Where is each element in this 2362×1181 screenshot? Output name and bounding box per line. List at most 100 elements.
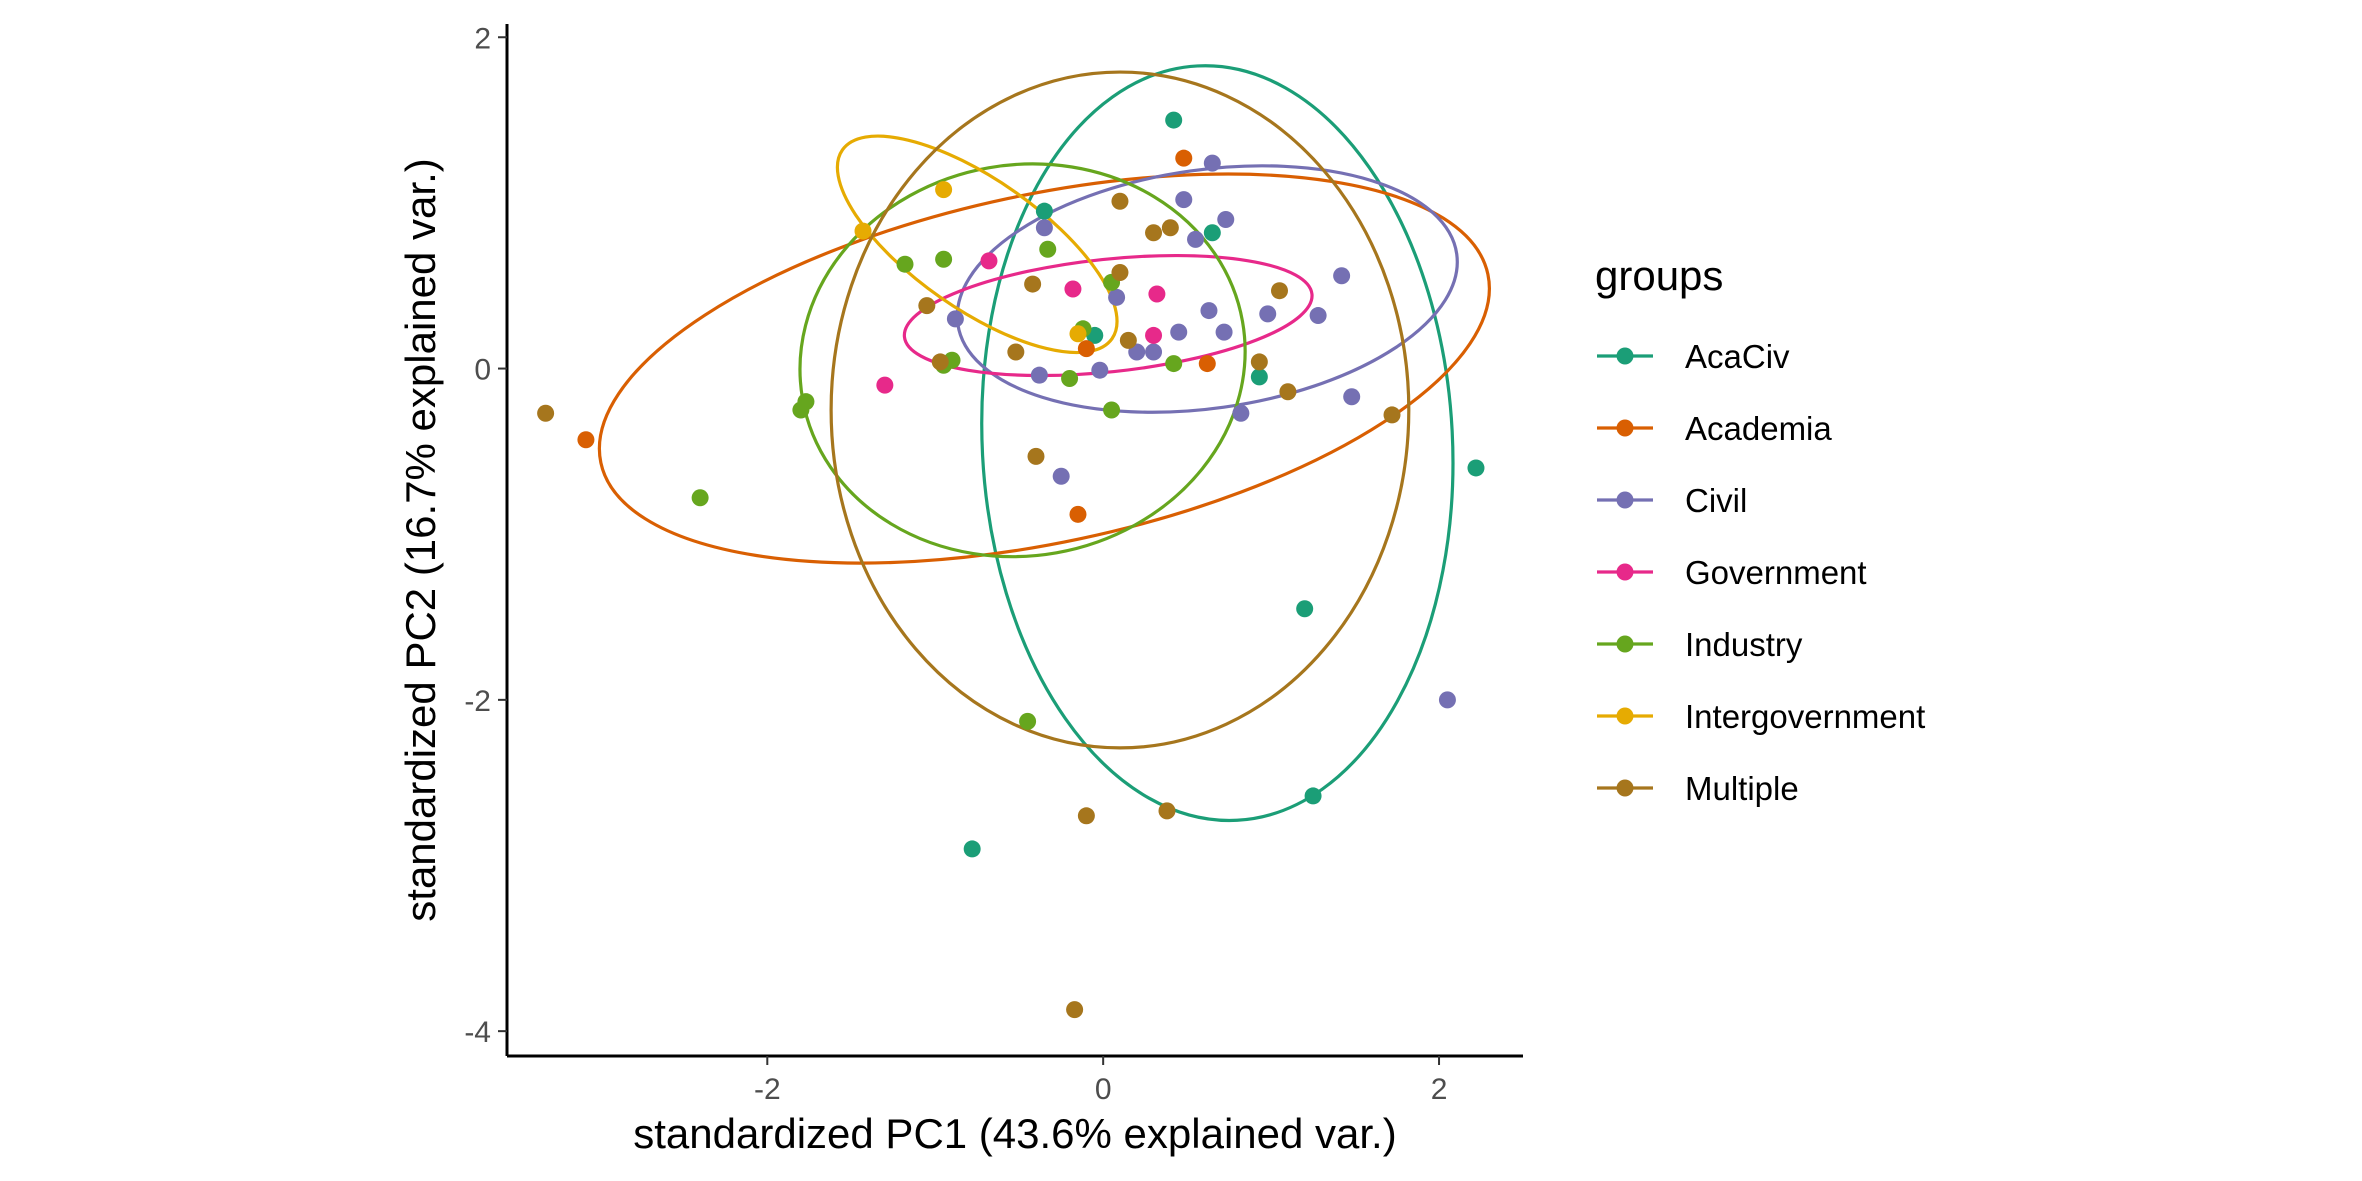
point-academia	[1198, 355, 1216, 373]
point-academia	[1069, 505, 1087, 523]
point-civil	[1232, 404, 1250, 422]
legend-item-academia: Academia	[1685, 410, 1832, 447]
point-multiple	[1279, 383, 1297, 401]
legend-key-point	[1616, 635, 1634, 653]
point-industry	[896, 255, 914, 273]
point-civil	[1309, 307, 1327, 325]
point-acaciv	[1304, 787, 1322, 805]
point-multiple	[1007, 343, 1025, 361]
point-civil	[1170, 323, 1188, 341]
data-points	[537, 111, 1485, 1019]
legend-item-intergovernment: Intergovernment	[1685, 698, 1925, 735]
point-government	[1064, 280, 1082, 298]
point-acaciv	[1250, 368, 1268, 386]
point-civil	[1145, 343, 1163, 361]
legend-key-point	[1616, 491, 1634, 509]
point-civil	[1215, 323, 1233, 341]
point-multiple	[918, 297, 936, 315]
point-industry	[935, 250, 953, 268]
point-civil	[946, 310, 964, 328]
legend-item-civil: Civil	[1685, 482, 1747, 519]
point-civil	[1091, 361, 1109, 379]
y-tick-label: 0	[474, 354, 491, 387]
ellipse-multiple	[829, 70, 1411, 750]
point-multiple	[537, 404, 555, 422]
point-civil	[1035, 219, 1053, 237]
point-multiple	[1250, 353, 1268, 371]
legend-item-industry: Industry	[1685, 626, 1803, 663]
point-acaciv	[1035, 202, 1053, 220]
point-acaciv	[1203, 224, 1221, 242]
x-tick-label: 0	[1095, 1073, 1112, 1106]
point-multiple	[1024, 275, 1042, 293]
confidence-ellipses	[597, 64, 1491, 823]
ellipse-civil	[955, 164, 1459, 414]
point-multiple	[1145, 224, 1163, 242]
y-tick-label: -2	[464, 685, 491, 718]
point-academia	[577, 431, 595, 449]
ellipse-government	[902, 253, 1314, 378]
point-acaciv	[963, 840, 981, 858]
legend-key-point	[1616, 779, 1634, 797]
point-civil	[1343, 388, 1361, 406]
legend: groups AcaCiv Academia Civil Government Indu…	[1595, 252, 1925, 807]
x-axis-title: standardized PC1 (43.6% explained var.)	[633, 1110, 1396, 1157]
point-civil	[1203, 154, 1221, 172]
point-multiple	[1383, 406, 1401, 424]
legend-item-multiple: Multiple	[1685, 770, 1799, 807]
point-industry	[1019, 712, 1037, 730]
y-axis-title: standardized PC2 (16.7% explained var.)	[397, 158, 444, 921]
point-industry	[691, 489, 709, 507]
point-government	[876, 376, 894, 394]
legend-title: groups	[1595, 252, 1723, 299]
point-civil	[1333, 267, 1351, 285]
point-multiple	[1077, 807, 1095, 825]
point-government	[980, 252, 998, 270]
point-intergovernment	[1069, 325, 1087, 343]
legend-key-point	[1616, 707, 1634, 725]
point-multiple	[1111, 263, 1129, 281]
point-government	[1148, 285, 1166, 303]
legend-key-point	[1616, 563, 1634, 581]
point-civil	[1200, 302, 1218, 320]
point-industry	[1165, 355, 1183, 373]
point-industry	[1061, 369, 1079, 387]
point-multiple	[1111, 192, 1129, 210]
point-intergovernment	[854, 222, 872, 240]
point-multiple	[1119, 331, 1137, 349]
point-multiple	[931, 353, 949, 371]
point-multiple	[1270, 282, 1288, 300]
point-civil	[1259, 305, 1277, 323]
point-industry	[1039, 240, 1057, 258]
point-intergovernment	[935, 181, 953, 199]
legend-key-point	[1616, 419, 1634, 437]
point-civil	[1108, 288, 1126, 306]
point-civil	[1030, 366, 1048, 384]
point-civil	[1438, 691, 1456, 709]
point-multiple	[1066, 1001, 1084, 1019]
point-multiple	[1161, 219, 1179, 237]
point-acaciv	[1165, 111, 1183, 129]
legend-item-government: Government	[1685, 554, 1867, 591]
x-tick-label: -2	[754, 1073, 781, 1106]
x-tick-label: 2	[1431, 1073, 1448, 1106]
point-multiple	[1158, 802, 1176, 820]
point-acaciv	[1467, 459, 1485, 477]
point-industry	[1103, 401, 1121, 419]
axes	[505, 24, 1523, 1058]
point-industry	[797, 393, 815, 411]
point-academia	[1175, 149, 1193, 167]
ellipse-academia	[597, 172, 1491, 565]
y-tick-label: 2	[474, 22, 491, 55]
y-tick-label: -4	[464, 1016, 491, 1049]
point-civil	[1217, 210, 1235, 228]
ellipse-intergovernment	[835, 134, 1119, 355]
legend-key-point	[1616, 347, 1634, 365]
y-ticks: 2 0 -2 -4	[464, 22, 507, 1049]
point-government	[1145, 326, 1163, 344]
point-civil	[1175, 191, 1193, 209]
point-academia	[1077, 340, 1095, 358]
ellipse-acaciv	[980, 64, 1455, 823]
point-civil	[1187, 230, 1205, 248]
